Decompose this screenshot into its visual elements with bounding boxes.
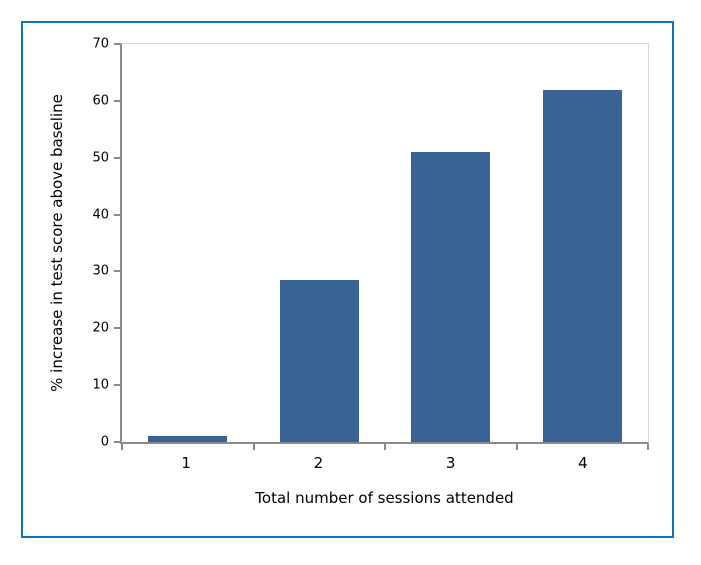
x-tick-label: 3 [445, 454, 456, 472]
x-tick-mark [515, 444, 518, 450]
x-axis-title: Total number of sessions attended [255, 489, 514, 507]
bar [279, 279, 359, 442]
y-axis-tick-marks [114, 43, 648, 443]
bars-container [122, 44, 648, 442]
bar [411, 152, 491, 442]
y-tick-label: 20 [92, 320, 109, 336]
y-tick-mark [114, 213, 120, 216]
x-tick-label: 4 [578, 454, 588, 472]
x-tick-label: 1 [181, 454, 191, 472]
bar [148, 436, 228, 442]
x-axis-tick-labels: 1 2 3 4 [120, 454, 649, 472]
y-tick-mark [114, 441, 120, 443]
y-tick-mark [114, 99, 120, 102]
y-tick-mark [114, 270, 120, 273]
y-axis-tick-labels: 0 10 20 30 40 50 60 70 [23, 38, 109, 449]
y-tick-label: 40 [92, 207, 109, 223]
y-tick-label: 70 [92, 36, 109, 52]
y-tick-mark [114, 384, 120, 387]
x-axis-tick-marks [121, 44, 649, 450]
chart-frame: % increase in test score above baseline … [21, 21, 674, 538]
y-tick-mark [114, 327, 120, 330]
x-tick-mark [252, 444, 255, 450]
y-tick-label: 0 [100, 434, 109, 450]
y-tick-label: 30 [92, 263, 109, 279]
y-tick-mark [114, 43, 120, 45]
bar-cell [122, 44, 254, 442]
y-tick-label: 60 [92, 93, 109, 109]
y-tick-label: 50 [92, 150, 109, 166]
x-tick-mark [384, 444, 386, 450]
y-tick-mark [114, 156, 120, 159]
x-tick-mark [647, 444, 649, 450]
bar [542, 89, 622, 442]
bar-cell [385, 44, 517, 442]
y-tick-label: 10 [92, 377, 109, 393]
plot-area [114, 43, 649, 450]
bar-cell [254, 44, 386, 442]
bar-cell [517, 44, 649, 442]
x-tick-mark [121, 444, 123, 450]
x-tick-label: 2 [313, 454, 324, 472]
